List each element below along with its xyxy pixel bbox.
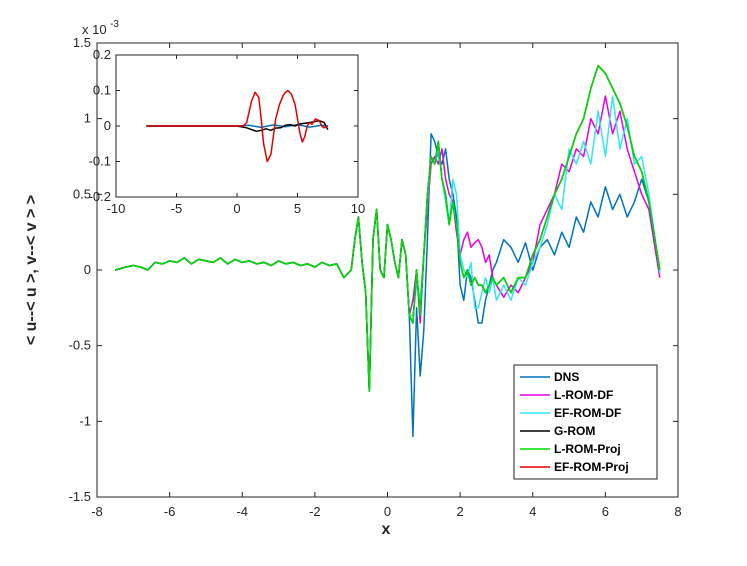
legend-label-l-rom-proj: L-ROM-Proj: [554, 442, 621, 456]
main-series: [114, 64, 661, 438]
main-y-tick-label: -0.5: [69, 338, 91, 353]
main-x-tick-label: -4: [236, 504, 248, 519]
inset-x-ticks: -10 -5 0 5 10: [107, 55, 365, 216]
inset-series: [146, 89, 329, 163]
legend-label-ef-rom-proj: EF-ROM-Proj: [554, 460, 629, 474]
inset-y-tick-label: 0.2: [93, 47, 111, 62]
inset-x-tick-label: 0: [233, 201, 240, 216]
y-exponent-power: -3: [110, 19, 119, 30]
main-y-tick-label: 0.5: [73, 186, 91, 201]
legend-box: [513, 364, 658, 480]
inset-y-tick-label: 0.1: [93, 83, 111, 98]
main-axes: -8 -6 -4 -2 0 2 4 6 8 -1.5 -1 -0.5 0 0.5 1 1.5: [69, 35, 682, 519]
main-y-tick-label: -1: [79, 413, 91, 428]
main-x-tick-label: -6: [164, 504, 176, 519]
legend-label-ef-rom-df: EF-ROM-DF: [554, 406, 621, 420]
inset-y-tick-label: 0: [104, 118, 111, 133]
inset-y-tick-label: -0.2: [89, 189, 111, 204]
legend: DNS L-ROM-DF EF-ROM-DF G-ROM L-ROM-Proj EF-RO…: [513, 364, 658, 480]
main-x-tick-label: 0: [384, 504, 391, 519]
main-x-tick-label: -8: [91, 504, 103, 519]
main-y-tick-label: 1: [84, 111, 91, 126]
inset-series-line-ef-rom-proj: [146, 89, 329, 163]
inset-x-tick-label: 5: [294, 201, 301, 216]
main-y-tick-label: 1.5: [73, 35, 91, 50]
main-y-tick-label: -1.5: [69, 489, 91, 504]
legend-label-dns: DNS: [554, 370, 579, 384]
y-axis-label: < u--< u >, v--< v > >: [23, 195, 40, 345]
inset-y-tick-label: -0.1: [89, 154, 111, 169]
main-x-tick-label: -2: [309, 504, 321, 519]
main-x-tick-label: 8: [674, 504, 681, 519]
main-x-tick-label: 4: [529, 504, 536, 519]
y-exponent-base: x 10: [82, 22, 107, 37]
inset-x-tick-label: -5: [171, 201, 183, 216]
main-x-tick-label: 6: [602, 504, 609, 519]
legend-label-g-rom: G-ROM: [554, 424, 595, 438]
main-x-tick-label: 2: [457, 504, 464, 519]
inset-x-tick-label: 10: [351, 201, 365, 216]
series-line-l-rom-proj: [114, 64, 661, 392]
legend-entries: DNS L-ROM-DF EF-ROM-DF G-ROM L-ROM-Proj EF-RO…: [520, 370, 629, 474]
legend-label-l-rom-df: L-ROM-DF: [554, 388, 613, 402]
inset-x-tick-label: -10: [107, 201, 126, 216]
main-y-tick-label: 0: [84, 262, 91, 277]
inset-y-ticks: -0.2 -0.1 0 0.1 0.2: [89, 47, 358, 204]
main-x-ticks: -8 -6 -4 -2 0 2 4 6 8: [91, 43, 682, 519]
x-axis-label: x: [382, 521, 391, 538]
inset-axes: -10 -5 0 5 10 -0.2 -0.1 0 0.1 0.2: [89, 47, 366, 216]
main-y-ticks: -1.5 -1 -0.5 0 0.5 1 1.5: [69, 35, 678, 504]
